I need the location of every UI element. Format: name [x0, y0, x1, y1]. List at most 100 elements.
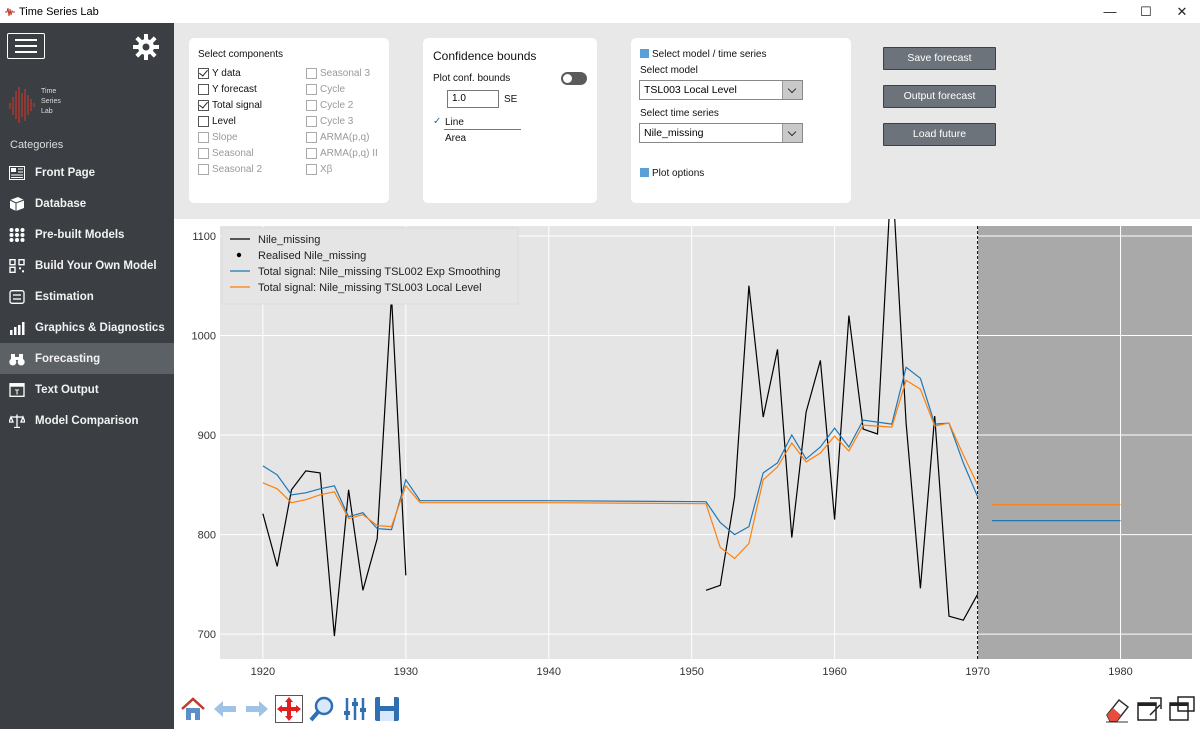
select-model-series-header[interactable]: Select model / time series — [640, 49, 767, 60]
text-output-icon: T — [9, 382, 25, 397]
maximize-button[interactable]: ☐ — [1140, 3, 1152, 19]
dock-window-icon[interactable] — [1136, 695, 1164, 723]
sidebar-item-model-comparison[interactable]: Model Comparison — [0, 405, 174, 436]
checkbox-arma-p-q[interactable]: ARMA(p,q) — [306, 132, 369, 143]
checkbox-seasonal-3[interactable]: Seasonal 3 — [306, 68, 370, 79]
sidebar-item-label: Estimation — [35, 290, 94, 303]
checkbox-arma-p-q-ii[interactable]: ARMA(p,q) II — [306, 148, 378, 159]
model-comparison-icon — [9, 414, 25, 428]
checkbox-cycle[interactable]: Cycle — [306, 84, 345, 95]
checkbox-label: Total signal — [212, 100, 263, 111]
gear-icon[interactable] — [132, 33, 160, 61]
undock-window-icon[interactable] — [1168, 695, 1196, 723]
checkbox-label: ARMA(p,q) — [320, 132, 370, 143]
load-future-button[interactable]: Load future — [883, 123, 996, 146]
se-input[interactable]: 1.0 — [447, 90, 499, 108]
checkbox-seasonal[interactable]: Seasonal — [198, 148, 254, 159]
checkbox-box[interactable] — [306, 100, 317, 111]
sidebar-item-graphics-diagnostics[interactable]: Graphics & Diagnostics — [0, 312, 174, 343]
logo-text: Time Series Lab — [41, 88, 61, 115]
checkbox-box[interactable] — [198, 164, 209, 175]
checkbox-x[interactable]: Xβ — [306, 164, 332, 175]
svg-text:T: T — [15, 389, 20, 396]
sidebar-item-database[interactable]: Database — [0, 188, 174, 219]
checkbox-box[interactable] — [198, 99, 209, 111]
y-tick-label: 900 — [198, 430, 216, 442]
plot-conf-bounds-toggle[interactable] — [561, 72, 587, 85]
x-tick-label: 1970 — [965, 666, 989, 678]
time-series-select[interactable]: Nile_missing — [639, 123, 803, 143]
time-series-lab-logo — [9, 87, 35, 123]
close-button[interactable]: ✕ — [1176, 3, 1188, 19]
checkbox-label: ARMA(p,q) II — [320, 148, 378, 159]
checkbox-y-data[interactable]: Y data — [198, 67, 241, 79]
y-tick-label: 700 — [198, 629, 216, 641]
divider — [444, 129, 521, 130]
x-tick-label: 1950 — [679, 666, 703, 678]
hamburger-menu-button[interactable] — [7, 33, 45, 59]
checkbox-box[interactable] — [198, 116, 209, 127]
grid-icon — [9, 227, 25, 242]
option-line[interactable]: Line — [445, 117, 464, 128]
check-icon: ✓ — [433, 116, 442, 127]
option-area[interactable]: Area — [445, 133, 467, 144]
y-tick-label: 800 — [198, 530, 216, 542]
checkbox-box[interactable] — [306, 164, 317, 175]
checkbox-y-forecast[interactable]: Y forecast — [198, 84, 257, 95]
sidebar-item-label: Database — [35, 197, 87, 210]
checkbox-label: Slope — [212, 132, 238, 143]
checkbox-box[interactable] — [198, 67, 209, 79]
legend-box — [221, 227, 519, 305]
sidebar-item-forecasting[interactable]: Forecasting — [0, 343, 174, 374]
checkbox-box[interactable] — [198, 148, 209, 159]
sidebar-item-pre-built-models[interactable]: Pre-built Models — [0, 219, 174, 250]
forward-arrow-icon[interactable] — [243, 695, 271, 723]
zoom-icon[interactable] — [308, 695, 336, 723]
checkbox-slope[interactable]: Slope — [198, 132, 238, 143]
sidebar-item-label: Graphics & Diagnostics — [35, 321, 165, 334]
sidebar-item-label: Build Your Own Model — [35, 259, 157, 272]
select-time-series-label: Select time series — [640, 108, 719, 119]
configure-subplots-icon[interactable] — [341, 695, 369, 723]
checkbox-box[interactable] — [306, 132, 317, 143]
sidebar-item-text-output[interactable]: T Text Output — [0, 374, 174, 405]
eraser-icon[interactable] — [1103, 695, 1131, 723]
checkbox-box[interactable] — [198, 132, 209, 143]
forecast-plot[interactable]: 1920 1930 1940 1950 1960 1970 1980 700 800 900 100… — [174, 166, 1200, 687]
checkbox-label: Seasonal — [212, 148, 254, 159]
chevron-down-icon — [782, 124, 802, 142]
checkbox-cycle-2[interactable]: Cycle 2 — [306, 100, 353, 111]
checkbox-box[interactable] — [306, 116, 317, 127]
home-icon[interactable] — [179, 695, 207, 723]
legend-marker — [236, 252, 242, 258]
forecast-chart[interactable]: 1920 1930 1940 1950 1960 1970 1980 700 800 900 100… — [174, 166, 1200, 687]
minimize-button[interactable]: — — [1103, 4, 1117, 19]
checkbox-level[interactable]: Level — [198, 116, 236, 127]
output-forecast-button[interactable]: Output forecast — [883, 85, 996, 108]
select-model-label: Select model — [640, 65, 698, 76]
pan-icon[interactable] — [275, 695, 303, 723]
sidebar-item-build-your-own-model[interactable]: Build Your Own Model — [0, 250, 174, 281]
save-forecast-button[interactable]: Save forecast — [883, 47, 996, 70]
series-line-4 — [262, 379, 979, 560]
checkbox-box[interactable] — [198, 84, 209, 95]
sidebar-item-label: Front Page — [35, 166, 96, 179]
sidebar-item-front-page[interactable]: Front Page — [0, 157, 174, 188]
back-arrow-icon[interactable] — [211, 695, 239, 723]
expand-icon — [640, 168, 649, 177]
model-select[interactable]: TSL003 Local Level — [639, 80, 803, 100]
checkbox-box[interactable] — [306, 68, 317, 79]
checkbox-label: Cycle 3 — [320, 116, 354, 127]
plot-options-toggle[interactable]: Plot options — [640, 168, 704, 179]
sidebar-item-estimation[interactable]: Estimation — [0, 281, 174, 312]
checkbox-seasonal-2[interactable]: Seasonal 2 — [198, 164, 262, 175]
check-icon — [199, 99, 208, 109]
checkbox-box[interactable] — [306, 148, 317, 159]
bar-chart-icon — [10, 321, 25, 335]
legend-label: Total signal: Nile_missing TSL003 Local … — [258, 282, 482, 294]
checkbox-cycle-3[interactable]: Cycle 3 — [306, 116, 353, 127]
save-figure-icon[interactable] — [373, 695, 401, 723]
checkbox-total-signal[interactable]: Total signal — [198, 99, 263, 111]
checkbox-box[interactable] — [306, 84, 317, 95]
sidebar-item-label: Forecasting — [35, 352, 101, 365]
